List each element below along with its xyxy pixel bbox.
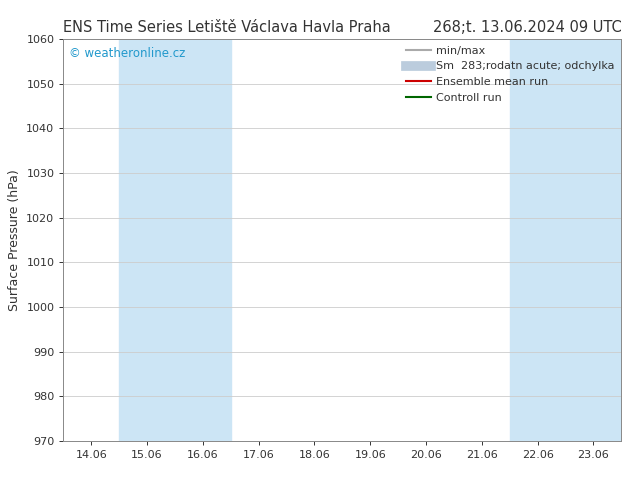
Bar bbox=[119, 39, 231, 441]
Legend: min/max, Sm  283;rodatn acute; odchylka, Ensemble mean run, Controll run: min/max, Sm 283;rodatn acute; odchylka, … bbox=[402, 42, 619, 107]
Text: ENS Time Series Letiště Václava Havla Praha: ENS Time Series Letiště Václava Havla Pr… bbox=[63, 20, 391, 35]
Text: © weatheronline.cz: © weatheronline.cz bbox=[69, 47, 185, 60]
Bar bbox=[510, 39, 621, 441]
Y-axis label: Surface Pressure (hPa): Surface Pressure (hPa) bbox=[8, 169, 21, 311]
Text: 268;t. 13.06.2024 09 UTC: 268;t. 13.06.2024 09 UTC bbox=[432, 20, 621, 35]
